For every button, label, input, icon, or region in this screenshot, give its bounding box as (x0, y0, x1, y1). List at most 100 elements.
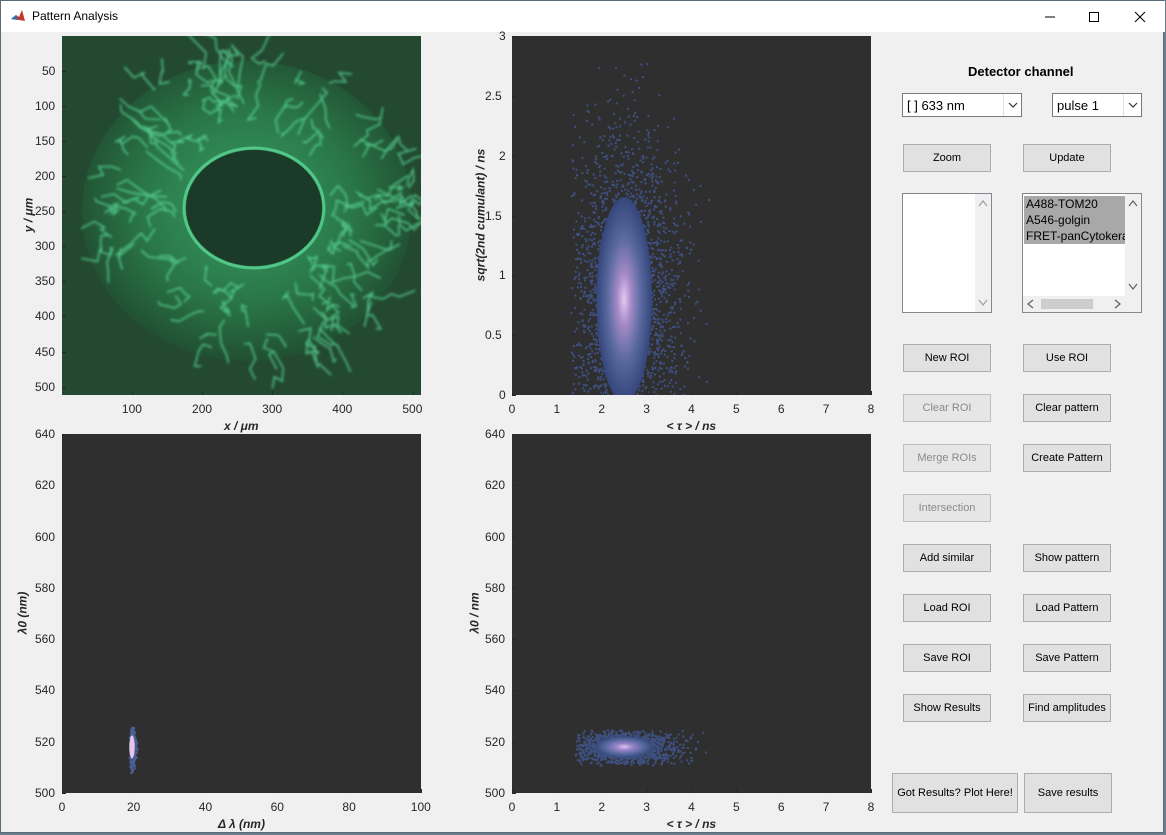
x-tick-label: 1 (553, 800, 561, 814)
lifetime-wavelength-scatter[interactable] (512, 434, 871, 793)
scatter-point (615, 733, 618, 736)
scatter-point (633, 119, 636, 122)
plot-results-button[interactable]: Got Results? Plot Here! (892, 773, 1018, 813)
pattern-list-item[interactable]: A488-TOM20 (1024, 196, 1126, 212)
save-roi-button[interactable]: Save ROI (903, 644, 991, 672)
create-pattern-button[interactable]: Create Pattern (1023, 444, 1111, 472)
scatter-point (652, 743, 655, 746)
mitochondria-fiber (326, 242, 338, 256)
scatter-point (616, 179, 619, 182)
scatter-point (665, 282, 667, 285)
scatter-point (595, 323, 598, 326)
y-tick-label: 560 (35, 632, 56, 647)
scatter-point (662, 226, 665, 229)
use-roi-button[interactable]: Use ROI (1023, 344, 1111, 372)
scatter-point (657, 383, 660, 386)
spectral-width-scatter[interactable] (62, 434, 421, 793)
scatter-point (683, 385, 686, 388)
find-amplitudes-button[interactable]: Find amplitudes (1023, 694, 1111, 722)
clear-pattern-button[interactable]: Clear pattern (1023, 394, 1111, 422)
maximize-button[interactable] (1071, 1, 1117, 32)
scatter-point (681, 752, 684, 755)
channel-select[interactable]: [ ] 633 nm (902, 93, 1022, 117)
scatter-point (135, 751, 138, 754)
roi-listbox[interactable] (902, 193, 992, 313)
mitochondria-fiber (329, 184, 349, 213)
scatter-point (582, 324, 585, 327)
scatter-point (594, 103, 597, 106)
clear-roi-button[interactable]: Clear ROI (903, 394, 991, 422)
scatter-point (612, 136, 615, 139)
fluorescence-image[interactable] (62, 36, 421, 395)
show-results-button[interactable]: Show Results (903, 694, 991, 722)
zoom-button[interactable]: Zoom (903, 144, 991, 172)
pulse-select[interactable]: pulse 1 (1052, 93, 1142, 117)
pattern-list-item[interactable]: A546-golgin (1024, 212, 1126, 228)
scatter-point (669, 327, 672, 330)
scatter-point (664, 748, 667, 751)
scatter-point (638, 195, 641, 198)
mitochondria-fiber (312, 336, 337, 364)
minimize-button[interactable] (1027, 1, 1073, 32)
mitochondria-fiber (203, 265, 213, 287)
new-roi-button[interactable]: New ROI (903, 344, 991, 372)
pattern-list-hscrollbar[interactable] (1023, 296, 1125, 312)
scatter-point (644, 734, 647, 737)
merge-rois-button[interactable]: Merge ROIs (903, 444, 991, 472)
mitochondria-fiber (407, 199, 419, 220)
scatter-point (647, 241, 650, 244)
intersection-button[interactable]: Intersection (903, 494, 991, 522)
scatter-point (652, 753, 655, 756)
scatter-point (600, 186, 602, 189)
scatter-point (675, 736, 678, 739)
scatter-point (579, 356, 582, 359)
add-similar-button[interactable]: Add similar (903, 544, 991, 572)
scatter-point (612, 393, 615, 395)
scatter-point (134, 741, 137, 744)
save-results-button[interactable]: Save results (1024, 773, 1112, 813)
scatter-point (591, 231, 594, 234)
load-pattern-button[interactable]: Load Pattern (1023, 594, 1111, 622)
pattern-list-item[interactable]: FRET-panCytokeratin (1024, 228, 1126, 244)
close-button[interactable] (1117, 1, 1163, 32)
x-tick-label: 100 (121, 402, 142, 416)
scatter-point (662, 284, 665, 287)
scatter-point (602, 378, 605, 381)
scatter-point (592, 266, 595, 269)
scatter-point (671, 385, 674, 388)
scatter-point (642, 384, 644, 387)
scatter-point (629, 195, 632, 198)
mitochondria-fiber (100, 193, 140, 204)
scatter-point (635, 163, 638, 166)
scatter-point (652, 248, 655, 251)
scatter-point (688, 296, 691, 299)
scatter-point (608, 187, 611, 190)
scatter-point (678, 757, 681, 760)
mitochondria-fiber (388, 184, 404, 192)
scatter-point (682, 350, 685, 353)
scatter-point (617, 734, 619, 737)
scatter-point (597, 352, 599, 354)
save-pattern-button[interactable]: Save Pattern (1023, 644, 1111, 672)
update-button[interactable]: Update (1023, 144, 1111, 172)
roi-list-scrollbar[interactable] (975, 194, 991, 312)
scatter-point (133, 758, 136, 761)
scatter-point (672, 251, 675, 254)
scatter-point (658, 743, 661, 745)
scatter-point (665, 193, 668, 196)
scatter-point (683, 365, 686, 368)
mitochondria-fiber (116, 178, 168, 211)
load-roi-button[interactable]: Load ROI (903, 594, 991, 622)
show-pattern-button[interactable]: Show pattern (1023, 544, 1111, 572)
scatter-point (591, 750, 594, 753)
pattern-listbox[interactable]: A488-TOM20 A546-golgin FRET-panCytokerat… (1022, 193, 1142, 313)
y-tick-label: 3 (499, 29, 506, 43)
scatter-point (601, 205, 604, 208)
scatter-point (624, 146, 627, 149)
pattern-list-vscrollbar[interactable] (1125, 194, 1141, 296)
scatter-point (604, 386, 607, 389)
scatter-point (591, 123, 594, 126)
scatter-point (636, 176, 639, 179)
mitochondria-fiber (348, 239, 379, 267)
lifetime-cumulant-scatter[interactable] (512, 36, 871, 395)
